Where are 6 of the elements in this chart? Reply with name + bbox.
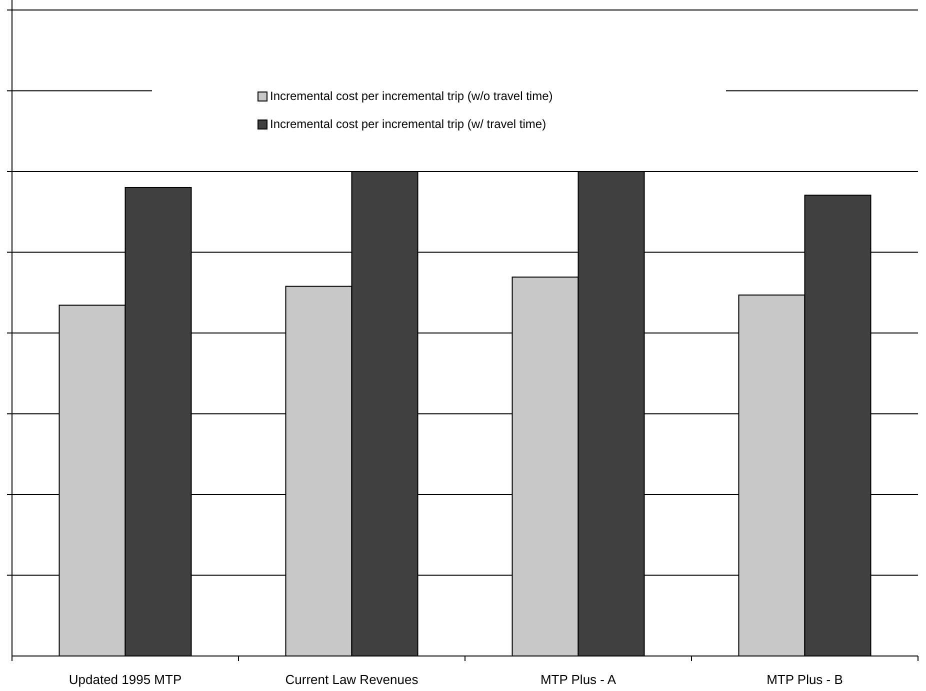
legend-label: Incremental cost per incremental trip (w/ travel time)	[270, 117, 546, 132]
x-tick-label: Current Law Revenues	[285, 672, 419, 687]
legend-label: Incremental cost per incremental trip (w/o travel time)	[270, 89, 553, 104]
x-tick-label: MTP Plus - B	[766, 672, 843, 687]
x-tick-label: Updated 1995 MTP	[68, 672, 182, 687]
x-tick-label: MTP Plus - A	[540, 672, 616, 687]
